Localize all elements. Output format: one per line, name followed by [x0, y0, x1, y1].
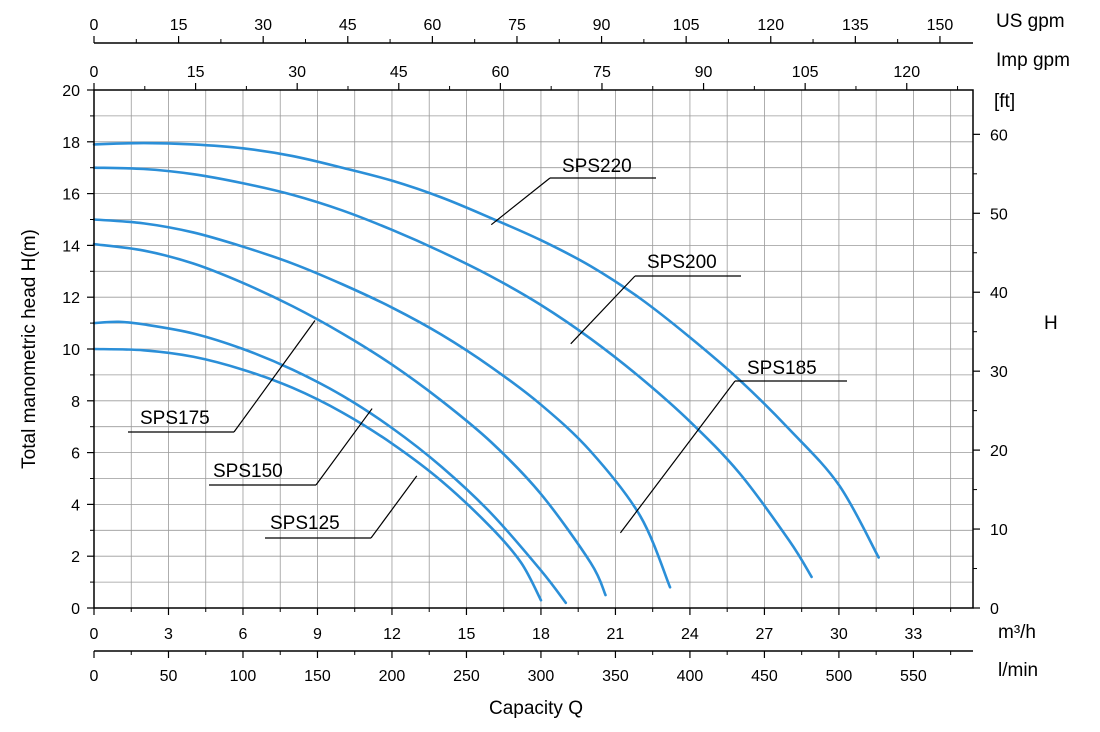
x-tick-label: 12	[383, 626, 401, 643]
x-tick-label: 9	[313, 626, 322, 643]
y2-tick-label: 10	[990, 522, 1008, 539]
lmin-tick-label: 350	[602, 668, 629, 685]
impgpm-tick-label: 60	[491, 64, 509, 81]
usgpm-tick-label: 45	[339, 17, 357, 34]
impgpm-tick-label: 15	[187, 64, 205, 81]
x-tick-label: 27	[756, 626, 774, 643]
impgpm-tick-label: 90	[695, 64, 713, 81]
lmin-tick-label: 200	[379, 668, 406, 685]
curve-sps125	[92, 347, 543, 602]
y-tick-label: 0	[71, 601, 80, 618]
impgpm-tick-label: 120	[893, 64, 920, 81]
y-tick-label: 20	[62, 83, 80, 100]
y2-axis-title: H	[1044, 313, 1058, 334]
curve-labels: SPS220 SPS200 SPS185 SPS175 SPS150 SPS125	[128, 156, 847, 539]
y-axis-title: Total manometric head H(m)	[19, 229, 40, 469]
x-tick-label: 15	[458, 626, 476, 643]
y-tick-label: 4	[71, 497, 80, 514]
curve-sps220	[92, 141, 880, 559]
curve-sps150	[92, 320, 568, 605]
usgpm-tick-label: 15	[170, 17, 188, 34]
lmin-tick-label: 250	[453, 668, 480, 685]
curve-label-sps175: SPS175	[140, 408, 210, 429]
y-tick-label: 12	[62, 290, 80, 307]
label-leader-line	[619, 380, 736, 534]
y-tick-label: 6	[71, 446, 80, 463]
x-axis-title: Capacity Q	[489, 698, 583, 719]
curve-label-sps185: SPS185	[747, 358, 817, 379]
usgpm-tick-label: 150	[927, 17, 954, 34]
y-tick-label: 16	[62, 187, 80, 204]
y2-tick-label: 60	[990, 127, 1008, 144]
ft-unit-label: [ft]	[994, 91, 1015, 112]
usgpm-tick-label: 105	[673, 17, 700, 34]
y2-tick-label: 20	[990, 443, 1008, 460]
x-tick-label: 6	[239, 626, 248, 643]
x-tick-label: 30	[830, 626, 848, 643]
label-leader-line	[570, 275, 636, 345]
label-leader-line	[315, 408, 373, 486]
curve-label-sps150: SPS150	[213, 461, 283, 482]
y-tick-label: 8	[71, 394, 80, 411]
impgpm-tick-label: 30	[288, 64, 306, 81]
curve-sps185	[92, 218, 672, 589]
lmin-tick-label: 50	[160, 668, 178, 685]
x-tick-label: 33	[905, 626, 923, 643]
lmin-tick-label: 300	[528, 668, 555, 685]
y-tick-label: 10	[62, 342, 80, 359]
usgpm-tick-label: 75	[508, 17, 526, 34]
y2-tick-label: 0	[990, 601, 999, 618]
impgpm-tick-label: 45	[390, 64, 408, 81]
y2-tick-label: 30	[990, 364, 1008, 381]
lmin-unit-label: l/min	[998, 660, 1038, 681]
curve-label-sps125: SPS125	[270, 513, 340, 534]
lmin-tick-label: 100	[230, 668, 257, 685]
curve-label-sps200: SPS200	[647, 252, 717, 273]
label-leader-line	[233, 320, 316, 433]
x-tick-label: 21	[607, 626, 625, 643]
usgpm-tick-label: 135	[842, 17, 869, 34]
usgpm-tick-label: 60	[423, 17, 441, 34]
y-tick-label: 14	[62, 238, 80, 255]
label-leader-line	[490, 177, 551, 226]
impgpm-tick-label: 75	[593, 64, 611, 81]
label-leader-line	[370, 475, 418, 539]
curve-label-sps220: SPS220	[562, 156, 632, 177]
y2-tick-label: 40	[990, 285, 1008, 302]
lmin-tick-label: 0	[90, 668, 99, 685]
usgpm-tick-label: 120	[757, 17, 784, 34]
impgpm-unit-label: Imp gpm	[996, 50, 1070, 71]
y-tick-label: 18	[62, 135, 80, 152]
x-tick-label: 0	[90, 626, 99, 643]
grid	[94, 90, 973, 608]
curves	[92, 141, 880, 605]
impgpm-tick-label: 0	[90, 64, 99, 81]
curve-sps175	[92, 242, 607, 597]
lmin-tick-label: 500	[826, 668, 853, 685]
usgpm-tick-label: 30	[254, 17, 272, 34]
usgpm-tick-label: 90	[593, 17, 611, 34]
usgpm-tick-label: 0	[90, 17, 99, 34]
x-tick-label: 18	[532, 626, 550, 643]
y-tick-label: 2	[71, 549, 80, 566]
x-tick-label: 3	[164, 626, 173, 643]
impgpm-tick-label: 105	[792, 64, 819, 81]
y2-tick-label: 50	[990, 206, 1008, 223]
lmin-tick-label: 450	[751, 668, 778, 685]
lmin-tick-label: 400	[677, 668, 704, 685]
usgpm-unit-label: US gpm	[996, 11, 1065, 32]
m3h-unit-label: m³/h	[998, 622, 1036, 643]
lmin-tick-label: 550	[900, 668, 927, 685]
x-tick-label: 24	[681, 626, 699, 643]
lmin-tick-label: 150	[304, 668, 331, 685]
curve-sps200	[92, 166, 813, 579]
